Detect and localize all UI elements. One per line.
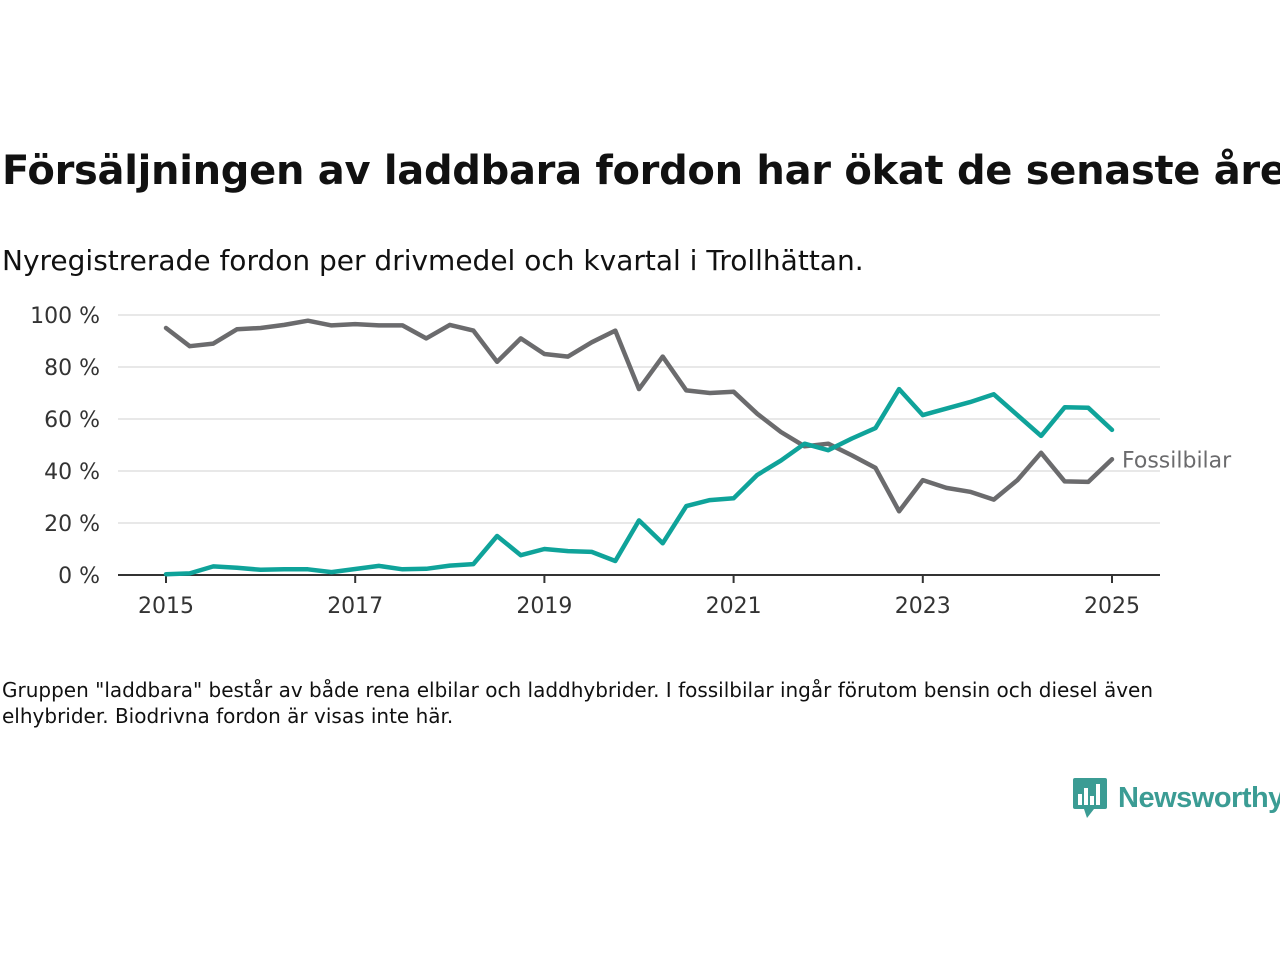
series-label-fossilbilar: Fossilbilar bbox=[1122, 448, 1232, 473]
y-tick-label: 80 % bbox=[44, 356, 100, 381]
series-labels: Fossilbilar bbox=[1122, 448, 1232, 473]
y-tick-label: 20 % bbox=[44, 512, 100, 537]
y-tick-label: 40 % bbox=[44, 460, 100, 485]
x-tick-label: 2015 bbox=[138, 594, 194, 619]
x-axis: 2015 2017 2019 2021 2023 2025 bbox=[118, 574, 1160, 619]
y-tick-label: 100 % bbox=[30, 304, 100, 329]
x-tick-label: 2017 bbox=[327, 594, 383, 619]
bar-chart-speech-bubble-icon bbox=[1073, 778, 1107, 818]
footnote: Gruppen "laddbara" består av både rena e… bbox=[2, 678, 1154, 728]
brand-name: Newsworthy bbox=[1118, 781, 1280, 814]
chart-title: Försäljningen av laddbara fordon har öka… bbox=[2, 148, 1280, 194]
newsworthy-logo[interactable]: Newsworthy bbox=[1072, 776, 1280, 820]
x-tick-label: 2021 bbox=[706, 594, 762, 619]
y-tick-label: 0 % bbox=[58, 564, 100, 589]
y-tick-label: 60 % bbox=[44, 408, 100, 433]
x-tick-label: 2025 bbox=[1084, 594, 1140, 619]
series-lines bbox=[163, 318, 1115, 577]
series-line-fossilbilar bbox=[163, 318, 1115, 514]
series-line-laddbara bbox=[163, 386, 1115, 577]
x-tick-label: 2019 bbox=[516, 594, 572, 619]
y-axis-tick-labels: 0 % 20 % 40 % 60 % 80 % 100 % bbox=[30, 304, 100, 589]
x-tick-label: 2023 bbox=[895, 594, 951, 619]
chart-subtitle: Nyregistrerade fordon per drivmedel och … bbox=[2, 244, 864, 277]
